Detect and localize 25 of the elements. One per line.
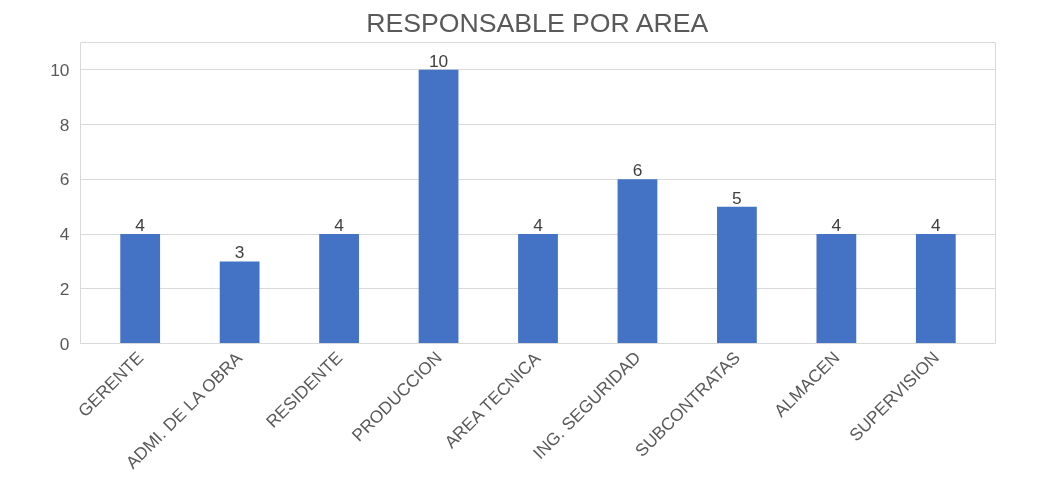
chart-title: RESPONSABLE POR AREA (366, 7, 709, 38)
bar (518, 234, 558, 344)
bar (219, 261, 260, 344)
data-label: 5 (732, 187, 742, 208)
y-tick-label: 2 (59, 278, 70, 299)
bar (915, 234, 956, 344)
y-tick-label: 6 (59, 169, 70, 190)
bar (617, 179, 658, 344)
y-tick-label: 4 (59, 224, 70, 245)
data-label: 4 (334, 215, 345, 236)
data-label: 4 (533, 215, 544, 236)
bar (319, 234, 359, 344)
y-tick-label: 8 (59, 114, 70, 135)
bar (816, 234, 857, 344)
bar (120, 234, 161, 344)
data-label: 4 (135, 215, 146, 236)
bar (717, 206, 757, 344)
data-label: 4 (931, 215, 942, 236)
data-label: 3 (234, 242, 245, 263)
data-label: 4 (831, 215, 842, 236)
y-tick-label: 0 (59, 333, 70, 354)
data-label: 6 (632, 160, 643, 181)
bar (418, 69, 459, 344)
data-label: 10 (428, 50, 449, 71)
y-tick-label: 10 (50, 59, 70, 80)
